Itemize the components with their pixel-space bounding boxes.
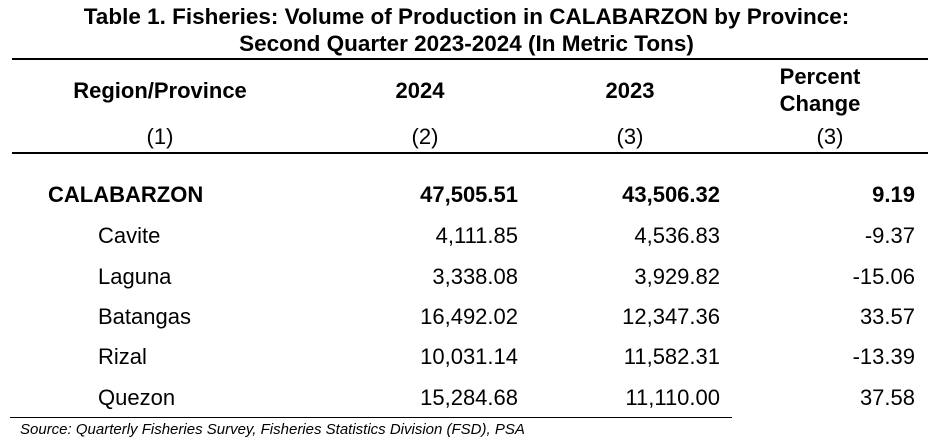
column-number-3: (3) (616, 124, 644, 149)
row-2024-value: 3,338.08 (432, 264, 518, 289)
row-2024-value: 10,031.14 (420, 344, 518, 369)
table-title-line-2: Second Quarter 2023-2024 (In Metric Tons… (239, 31, 694, 56)
row-2024-value: 47,505.51 (420, 182, 518, 207)
header-2024: 2024 (395, 78, 445, 103)
row-2023-value: 43,506.32 (622, 182, 720, 207)
row-2023-value: 11,582.31 (623, 344, 720, 369)
row-percent-change: 33.57 (859, 304, 915, 329)
row-name: Rizal (98, 344, 147, 369)
column-number-4: (3) (816, 124, 844, 149)
row-name: Batangas (98, 304, 191, 329)
row-2024-value: 4,111.85 (435, 223, 518, 248)
row-2023-value: 11,110.00 (625, 385, 720, 410)
header-percent: Percent (779, 64, 861, 89)
header-change: Change (779, 91, 861, 116)
row-2024-value: 15,284.68 (420, 385, 518, 410)
table-title-line-1: Table 1. Fisheries: Volume of Production… (83, 4, 850, 29)
row-name: Quezon (98, 385, 176, 410)
row-percent-change: -15.06 (852, 264, 915, 289)
header-2023: 2023 (605, 78, 655, 103)
row-2023-value: 4,536.83 (634, 223, 720, 248)
row-name: Laguna (98, 264, 172, 289)
row-2023-value: 3,929.82 (634, 264, 720, 289)
bottom-rule (10, 417, 732, 418)
column-number-2: (2) (411, 124, 439, 149)
row-percent-change: 37.58 (859, 385, 915, 410)
row-name: Cavite (98, 223, 161, 248)
row-percent-change: -13.39 (852, 344, 915, 369)
row-name: CALABARZON (48, 182, 204, 207)
top-rule (12, 58, 928, 60)
header-rule (12, 152, 928, 154)
column-number-1: (1) (146, 124, 174, 149)
row-2024-value: 16,492.02 (420, 304, 518, 329)
header-region-province: Region/Province (73, 78, 247, 103)
row-percent-change: -9.37 (864, 223, 915, 248)
source-note: Source: Quarterly Fisheries Survey, Fish… (20, 421, 525, 438)
row-2023-value: 12,347.36 (622, 304, 720, 329)
row-percent-change: 9.19 (872, 182, 915, 207)
